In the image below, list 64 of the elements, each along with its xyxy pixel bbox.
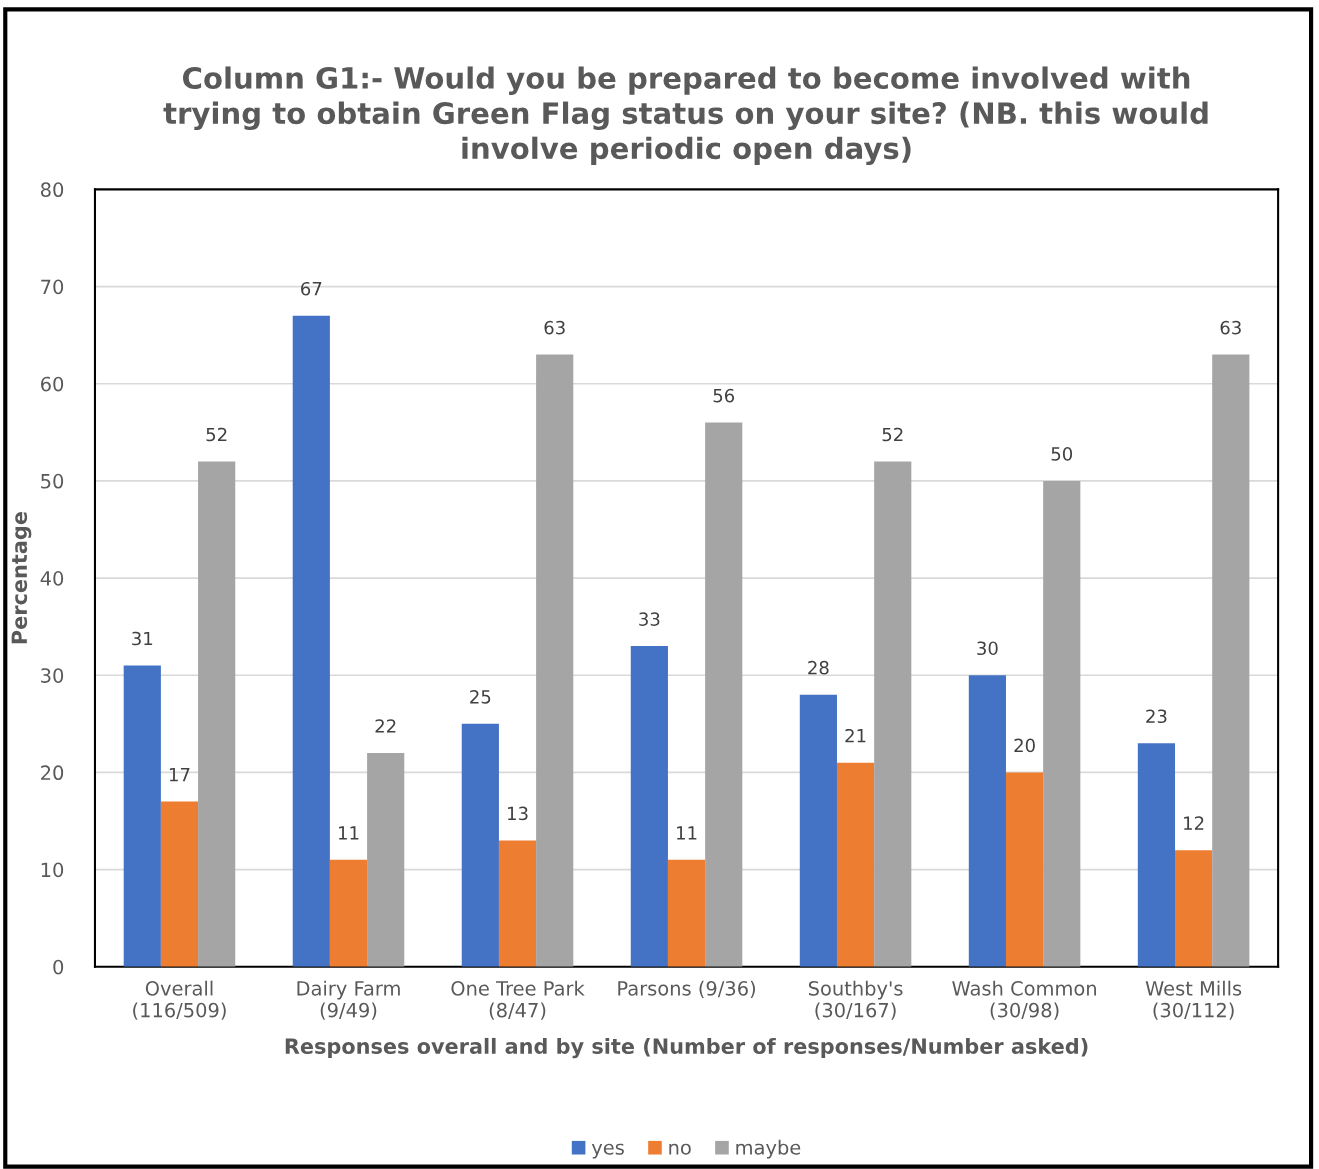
bar bbox=[874, 461, 912, 967]
x-tick-label: Parsons (9/36) bbox=[618, 980, 755, 998]
data-label: 56 bbox=[713, 388, 735, 403]
y-axis-title: Percentage bbox=[11, 512, 32, 644]
y-tick-label: 80 bbox=[40, 182, 64, 198]
data-label: 52 bbox=[206, 427, 227, 442]
bar bbox=[1137, 743, 1176, 967]
y-tick-label: 60 bbox=[41, 376, 64, 392]
bar bbox=[836, 762, 875, 967]
data-label: 22 bbox=[375, 719, 396, 733]
data-label: 13 bbox=[508, 806, 528, 821]
data-label: 50 bbox=[1051, 447, 1073, 461]
y-tick-label: 40 bbox=[40, 571, 64, 586]
data-label: 30 bbox=[977, 641, 998, 656]
x-tick-label: One Tree Park (8/47) bbox=[451, 980, 585, 1020]
bar bbox=[968, 675, 1006, 967]
chart-title: Column G1:- Would you be prepared to become involved with trying to obtain Green Flag status on your site? (NB. this would involve periodic open days) bbox=[163, 66, 1208, 166]
y-tick-label: 50 bbox=[41, 473, 64, 489]
y-tick-label: 70 bbox=[41, 279, 64, 295]
bar bbox=[1005, 772, 1044, 967]
legend-label: no bbox=[669, 1143, 691, 1155]
data-label: 63 bbox=[1220, 320, 1241, 335]
data-label: 52 bbox=[882, 427, 903, 442]
data-label: 28 bbox=[808, 660, 829, 675]
data-label: 33 bbox=[639, 612, 660, 626]
x-tick-label: Overall (116/509) bbox=[133, 980, 226, 1020]
bar bbox=[1043, 480, 1081, 967]
data-label: 25 bbox=[470, 690, 491, 704]
data-label: 63 bbox=[544, 320, 565, 335]
bar bbox=[292, 315, 330, 967]
bar bbox=[461, 723, 499, 967]
bar bbox=[667, 859, 706, 967]
y-tick-label: 20 bbox=[41, 765, 64, 781]
data-label: 11 bbox=[677, 826, 697, 840]
y-tick-label: 30 bbox=[41, 668, 64, 683]
y-tick-label: 0 bbox=[53, 959, 64, 975]
data-label: 31 bbox=[132, 631, 153, 646]
bar bbox=[198, 461, 236, 967]
bar bbox=[1212, 354, 1250, 967]
legend-label: maybe bbox=[736, 1139, 801, 1159]
x-tick-label: West Mills (30/112) bbox=[1145, 980, 1242, 1020]
data-label: 11 bbox=[338, 826, 359, 840]
bar bbox=[160, 801, 199, 967]
data-label: 12 bbox=[1184, 816, 1204, 830]
bar bbox=[1175, 850, 1213, 967]
bar bbox=[498, 840, 537, 967]
data-label: 23 bbox=[1146, 709, 1167, 724]
bar bbox=[123, 665, 161, 967]
x-tick-label: Wash Common (30/98) bbox=[952, 980, 1096, 1020]
data-label: 21 bbox=[845, 728, 866, 743]
legend-label: yes bbox=[591, 1143, 624, 1159]
data-label: 67 bbox=[301, 281, 322, 296]
x-tick-label: Dairy Farm (9/49) bbox=[297, 980, 400, 1020]
bar bbox=[367, 752, 405, 967]
bar bbox=[536, 354, 574, 967]
data-label: 17 bbox=[169, 767, 190, 782]
bar bbox=[630, 646, 668, 967]
bar bbox=[705, 422, 743, 967]
bar bbox=[329, 859, 368, 967]
bar bbox=[799, 694, 837, 967]
x-axis-title: Responses overall and by site (Number of responses/Number asked) bbox=[285, 1037, 1088, 1059]
y-tick-label: 10 bbox=[41, 862, 64, 878]
x-tick-label: Southby's (30/167) bbox=[808, 980, 903, 1020]
data-label: 20 bbox=[1014, 738, 1035, 753]
